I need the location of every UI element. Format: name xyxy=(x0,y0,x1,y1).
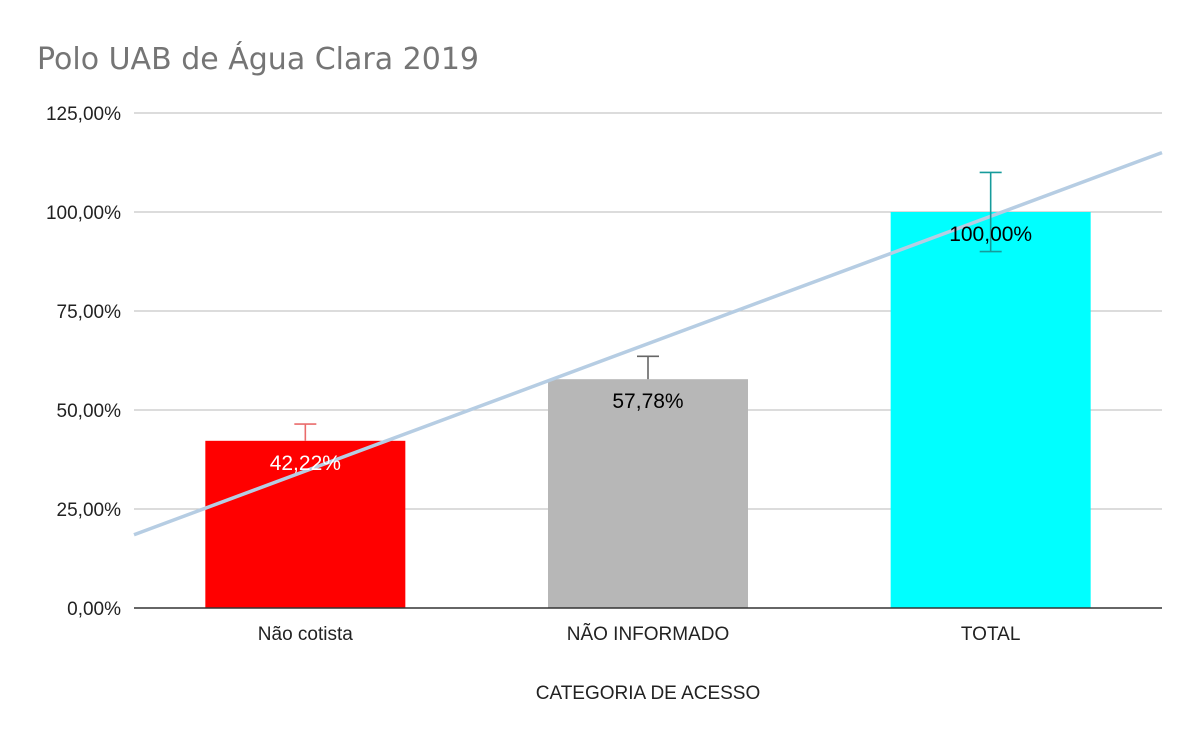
data-label: 100,00% xyxy=(949,223,1032,246)
data-labels: 42,22% 57,78% 100,00% xyxy=(270,223,1032,475)
bar xyxy=(205,440,406,608)
y-tick-label: 50,00% xyxy=(57,401,122,422)
y-axis-ticks: 0,00% 25,00% 50,00% 75,00% 100,00% 125,00% xyxy=(46,104,121,620)
y-tick-label: 25,00% xyxy=(57,500,122,521)
bar xyxy=(890,212,1091,608)
error-bar xyxy=(637,355,659,380)
bar xyxy=(548,379,748,608)
error-bar xyxy=(294,423,317,441)
x-axis-categories: Não cotista NÃO INFORMADO TOTAL xyxy=(258,623,1021,645)
x-category-label: TOTAL xyxy=(961,624,1020,645)
y-tick-label: 100,00% xyxy=(46,203,121,224)
x-category-label: NÃO INFORMADO xyxy=(567,623,730,645)
error-bars xyxy=(294,171,1002,441)
data-label: 42,22% xyxy=(270,452,341,475)
y-tick-label: 75,00% xyxy=(57,302,122,323)
bars xyxy=(205,212,1091,608)
chart-title: Polo UAB de Água Clara 2019 xyxy=(37,41,479,77)
error-bar xyxy=(979,171,1002,253)
x-axis-title: CATEGORIA DE ACESSO xyxy=(536,683,761,704)
data-label: 57,78% xyxy=(612,390,683,413)
y-tick-label: 125,00% xyxy=(46,104,121,125)
x-category-label: Não cotista xyxy=(258,624,353,645)
y-tick-label: 0,00% xyxy=(67,599,121,620)
